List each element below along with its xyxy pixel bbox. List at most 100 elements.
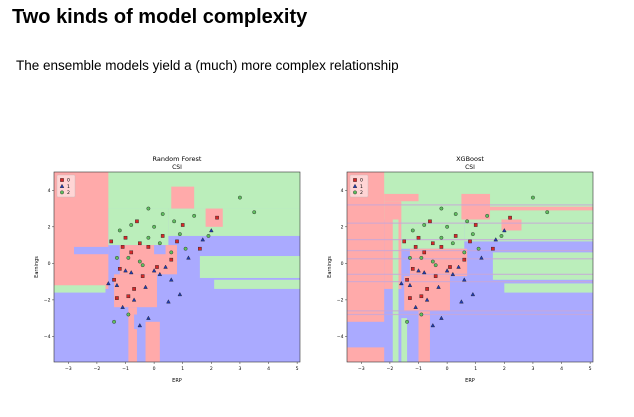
rf-point-class-0 (123, 235, 128, 240)
rf-decision-region (168, 208, 300, 236)
rf-point-class-2 (252, 210, 257, 215)
rf-point-class-2 (192, 213, 197, 218)
rf-legend-marker-2 (60, 190, 64, 195)
xgb-x-axis-label: ERP (465, 378, 475, 384)
xgb-decision-region (504, 283, 593, 293)
xgb-decision-region (384, 193, 419, 202)
xgb-point-class-0 (419, 294, 424, 299)
xgb-x-tick-label: −2 (387, 366, 394, 372)
xgb-axes-frame (346, 171, 594, 363)
xgb-point-class-0 (431, 241, 435, 246)
xgb-point-class-1 (462, 277, 467, 282)
rf-decision-region (154, 245, 166, 255)
rf-x-tick-label: 0 (153, 366, 156, 372)
rf-point-class-0 (146, 245, 151, 249)
rf-point-class-0 (160, 234, 165, 238)
xgb-point-class-2 (430, 259, 435, 264)
xgb-point-class-2 (422, 223, 427, 227)
rf-legend-label-1: 1 (67, 184, 70, 190)
xgb-region-stripe (347, 249, 593, 252)
rf-point-class-0 (117, 267, 122, 271)
rf-point-class-1 (137, 323, 143, 328)
rf-x-tick-label: 2 (210, 366, 213, 372)
xgb-point-class-2 (439, 206, 444, 211)
xgb-region-stripe (347, 238, 593, 241)
rf-y-tick-label: 2 (48, 224, 51, 230)
rf-point-class-0 (126, 294, 131, 299)
rf-point-class-2 (117, 228, 122, 233)
rf-point-class-2 (177, 232, 182, 237)
rf-x-axis-label: ERP (172, 378, 182, 384)
xgb-chart-title: XGBoost (456, 155, 484, 163)
rf-point-class-0 (215, 215, 219, 220)
rf-decision-region (171, 186, 195, 209)
xgb-point-class-0 (425, 287, 429, 291)
xgb-decision-region (475, 206, 593, 211)
rf-x-tick-label: 3 (238, 366, 241, 372)
rf-legend-label-0: 0 (67, 178, 70, 184)
xgb-point-class-2 (450, 241, 455, 246)
rf-y-axis-label: Earnings (34, 256, 40, 278)
xgb-chart-subtitle: CSI (465, 164, 475, 171)
xgb-point-class-0 (408, 296, 412, 300)
rf-x-tick-label: 1 (181, 366, 184, 372)
rf-point-class-1 (163, 264, 168, 269)
rf-point-class-1 (157, 271, 163, 277)
rf-point-class-2 (137, 259, 142, 264)
xgb-x-tick-label: −1 (415, 366, 422, 372)
xgb-point-class-2 (545, 210, 550, 215)
rf-chart-title: Random Forest (153, 155, 202, 163)
xgb-point-class-0 (413, 245, 418, 249)
xgb-point-class-1 (502, 228, 507, 233)
rf-point-class-0 (138, 241, 142, 246)
xgb-decision-region (392, 219, 399, 362)
xgb-point-class-0 (468, 239, 472, 244)
xgb-point-class-2 (470, 232, 475, 237)
xgb-y-tick-label: −2 (337, 297, 344, 303)
rf-point-class-2 (126, 255, 131, 260)
rf-point-class-0 (112, 277, 116, 282)
xgboost-plot-panel: XGBoost CSI −3 −2 −1 0 1 2 3 4 5 −4 −2 0 2 4 ERP Earnings… (325, 150, 597, 388)
xgb-region-stripe (347, 313, 593, 316)
xgb-point-class-0 (433, 274, 438, 278)
rf-y-tick-label: 4 (48, 188, 51, 194)
rf-point-class-1 (131, 297, 137, 302)
xgb-point-class-1 (416, 268, 421, 273)
rf-point-class-0 (198, 246, 202, 251)
rf-point-class-2 (129, 223, 134, 227)
xgb-legend-label-0: 0 (360, 178, 363, 184)
xgb-decision-region (418, 310, 430, 362)
rf-x-tick-label: −2 (94, 366, 101, 372)
rf-point-class-1 (186, 255, 191, 260)
xgb-legend: 012 (349, 174, 369, 198)
xgb-point-class-2 (531, 195, 535, 200)
xgb-x-tick-label: 0 (446, 366, 449, 372)
rf-point-class-0 (169, 257, 174, 262)
rf-point-class-1 (169, 277, 174, 282)
slide-subtitle: The ensemble models yield a (much) more … (16, 58, 399, 73)
rf-point-class-2 (146, 206, 151, 211)
rf-point-class-0 (180, 223, 185, 227)
rf-y-tick-label: 0 (48, 261, 51, 267)
xgb-point-class-2 (476, 246, 481, 251)
rf-point-class-0 (132, 287, 136, 291)
xgb-point-class-2 (439, 235, 444, 240)
rf-point-class-0 (175, 239, 179, 244)
rf-point-class-1 (166, 299, 171, 304)
rf-point-class-1 (143, 284, 148, 289)
xgb-legend-marker-0 (353, 178, 357, 182)
xgb-point-class-2 (410, 228, 415, 233)
xgb-point-class-1 (493, 237, 498, 242)
xgb-point-class-0 (462, 257, 467, 262)
rf-decision-region (108, 208, 169, 246)
xgb-point-class-2 (499, 234, 504, 238)
rf-point-class-1 (200, 237, 205, 242)
rf-decision-region (114, 274, 157, 308)
rf-legend-label-2: 2 (67, 190, 70, 196)
rf-point-class-2 (183, 246, 188, 251)
rf-point-class-0 (135, 219, 139, 224)
xgb-decision-region (401, 318, 408, 362)
xgb-point-class-2 (419, 255, 424, 260)
xgb-region-stripe (347, 281, 593, 283)
rf-decision-region (214, 279, 300, 289)
